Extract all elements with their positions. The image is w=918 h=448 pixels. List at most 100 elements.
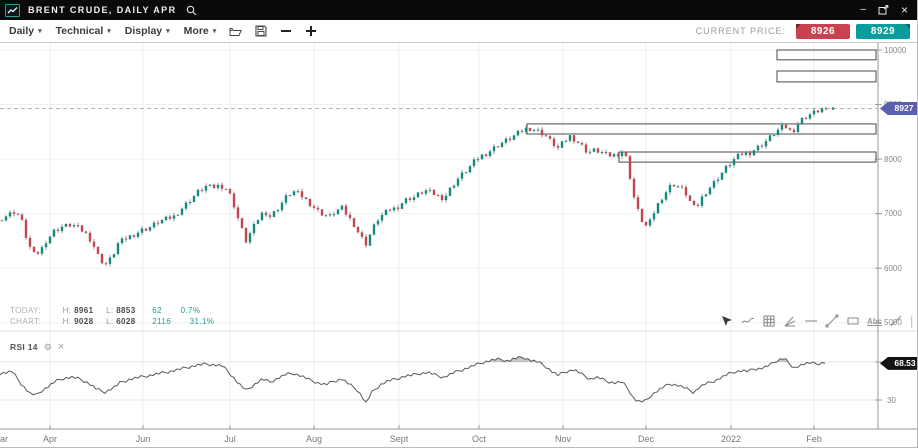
close-button[interactable]: ×	[900, 3, 908, 17]
candle	[344, 205, 348, 215]
rectangle-tool-icon[interactable]	[846, 313, 860, 329]
annotation-rectangle[interactable]	[618, 151, 877, 163]
candle	[612, 154, 616, 157]
candle	[120, 238, 124, 244]
trendline-tool-icon[interactable]	[825, 313, 839, 329]
candle	[640, 208, 644, 222]
candle	[8, 212, 12, 217]
candle	[548, 136, 552, 139]
candle	[140, 228, 144, 233]
time-tick-label: Oct	[471, 434, 487, 444]
candle	[184, 202, 188, 209]
time-tick-label: Jul	[224, 434, 236, 444]
candle	[424, 190, 428, 194]
fib-lines-tool-icon[interactable]	[783, 313, 797, 329]
candle	[356, 227, 360, 233]
rsi-close-icon[interactable]: ×	[57, 340, 65, 353]
candle	[392, 207, 396, 211]
candle	[632, 178, 636, 198]
candle	[636, 197, 640, 209]
candle	[272, 211, 276, 217]
candle	[224, 188, 228, 190]
candle	[364, 236, 368, 246]
candle	[692, 200, 696, 205]
menu-technical[interactable]: Technical ▾	[56, 25, 111, 37]
candle	[368, 234, 372, 246]
text-tool-tool-icon[interactable]: Abc	[867, 316, 883, 326]
cursor-tool-icon[interactable]	[720, 313, 734, 329]
candle	[256, 220, 260, 224]
annotation-rectangle[interactable]	[526, 123, 877, 135]
zoom-in-button[interactable]	[305, 25, 317, 37]
candle	[724, 165, 728, 173]
candle	[476, 159, 480, 161]
candle	[92, 241, 96, 247]
candle	[452, 185, 456, 188]
candle	[820, 108, 824, 113]
candle	[416, 192, 420, 198]
annotation-rectangle[interactable]	[776, 49, 877, 61]
buy-price-button[interactable]: 8929	[856, 23, 910, 39]
candle	[604, 152, 608, 154]
candle	[760, 145, 764, 147]
minimize-button[interactable]: –	[860, 4, 866, 15]
ohlc-grid-tool-icon[interactable]	[762, 313, 776, 329]
rsi-settings-icon[interactable]: ⚙	[43, 341, 52, 352]
candle	[688, 195, 692, 201]
ray-tool-icon[interactable]	[889, 313, 903, 329]
candle	[620, 152, 624, 157]
menu-more[interactable]: More ▾	[184, 25, 217, 37]
candle	[268, 215, 272, 217]
candle	[188, 201, 192, 203]
candle	[500, 142, 504, 147]
candle	[288, 195, 292, 197]
candle	[168, 216, 172, 219]
menu-label: Display	[124, 25, 163, 37]
candle	[780, 124, 784, 130]
popout-button[interactable]	[878, 5, 889, 15]
candle	[580, 142, 584, 145]
time-tick-label: Dec	[637, 434, 655, 444]
candle	[748, 152, 752, 156]
candle	[160, 219, 164, 224]
candle	[88, 232, 92, 242]
candle	[588, 151, 592, 153]
candle	[328, 214, 332, 216]
candle	[696, 204, 700, 206]
candle	[64, 223, 68, 227]
menu-daily[interactable]: Daily ▾	[9, 25, 42, 37]
time-tick-label: Aug	[305, 434, 323, 444]
candle	[172, 215, 176, 219]
candle	[128, 235, 132, 240]
candle	[684, 187, 688, 196]
candle	[136, 232, 140, 237]
candle	[312, 206, 316, 208]
save-icon[interactable]	[255, 25, 267, 37]
horizontal-line-tool-icon[interactable]	[804, 313, 818, 329]
candle	[284, 195, 288, 203]
candle	[116, 243, 120, 255]
candle	[700, 196, 704, 206]
candle	[660, 199, 664, 204]
annotation-rectangle[interactable]	[776, 70, 877, 83]
candle	[236, 207, 240, 219]
time-tick-label: Jun	[135, 434, 151, 444]
open-folder-icon[interactable]	[229, 26, 243, 37]
candle	[316, 207, 320, 210]
time-tick-label: Nov	[554, 434, 572, 444]
search-icon[interactable]	[186, 5, 197, 16]
candle	[756, 145, 760, 151]
freehand-tool-icon[interactable]	[741, 313, 755, 329]
sell-price-button[interactable]: 8926	[796, 23, 850, 39]
stats-today-row: TODAY: H: 8961 L: 8853 62 0.7%	[10, 306, 201, 315]
menu-display[interactable]: Display ▾	[125, 25, 170, 37]
price-tick-label: 8000	[884, 154, 902, 164]
candle	[628, 156, 632, 179]
rsi-overbought-fill	[777, 358, 789, 364]
drawing-toolbar: Abc|×	[720, 313, 917, 329]
zoom-out-button[interactable]	[280, 25, 292, 37]
candle	[460, 172, 464, 179]
time-tick-label: 2022	[720, 434, 742, 444]
candle	[576, 141, 580, 143]
